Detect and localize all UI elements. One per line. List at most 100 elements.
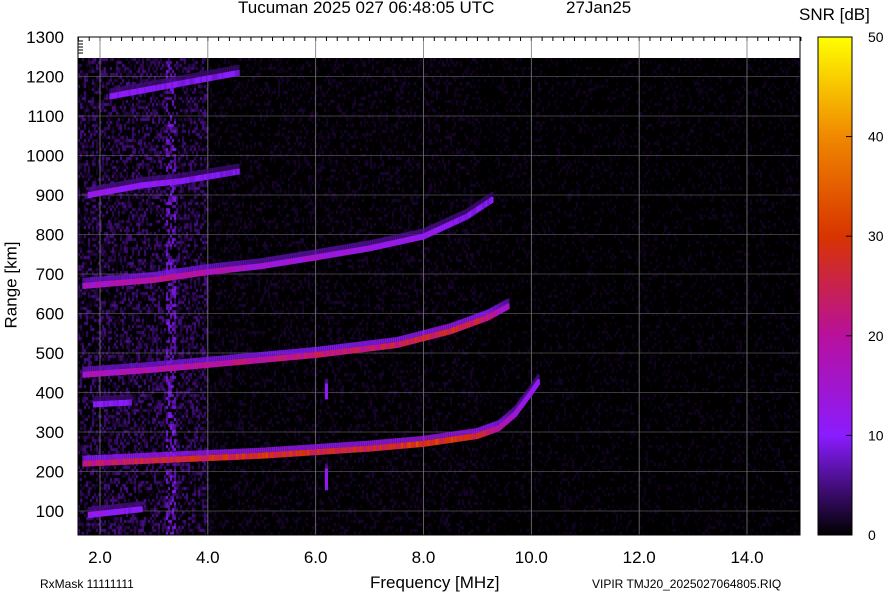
trace-point bbox=[222, 360, 226, 367]
trace-point bbox=[229, 71, 233, 78]
trace-point bbox=[209, 74, 213, 81]
trace-point bbox=[163, 179, 167, 186]
trace-halo bbox=[155, 79, 159, 85]
trace-halo bbox=[146, 362, 150, 368]
trace-point bbox=[184, 79, 188, 86]
trace-halo bbox=[183, 358, 187, 364]
trace-point bbox=[196, 270, 200, 277]
trace-point bbox=[300, 353, 304, 360]
trace-halo bbox=[473, 428, 477, 434]
trace-point bbox=[127, 279, 131, 286]
trace-point bbox=[103, 281, 107, 288]
trace-halo bbox=[233, 261, 237, 267]
trace-halo bbox=[129, 453, 133, 459]
trace-point bbox=[226, 454, 230, 461]
trace-halo bbox=[213, 69, 217, 75]
trace-point bbox=[447, 221, 451, 228]
trace-halo bbox=[106, 183, 110, 189]
trace-halo bbox=[140, 272, 144, 278]
trace-point bbox=[418, 336, 422, 343]
trace-point bbox=[282, 354, 286, 361]
trace-halo bbox=[218, 355, 222, 361]
trace-point bbox=[333, 251, 337, 258]
trace-point bbox=[84, 371, 88, 378]
trace-point bbox=[113, 92, 117, 99]
trace-halo bbox=[400, 437, 404, 443]
trace-halo bbox=[160, 452, 164, 458]
trace-point bbox=[291, 450, 295, 457]
trace-point bbox=[281, 259, 285, 266]
trace-point bbox=[111, 280, 115, 287]
trace-halo bbox=[190, 73, 194, 79]
trace-point bbox=[473, 433, 477, 440]
trace-point bbox=[343, 249, 347, 256]
trace-halo bbox=[337, 245, 341, 251]
trace-point bbox=[217, 267, 221, 274]
trace-halo bbox=[356, 441, 360, 447]
trace-point bbox=[203, 75, 207, 82]
trace-point bbox=[91, 191, 95, 198]
trace-point bbox=[215, 73, 219, 80]
trace-halo bbox=[216, 449, 220, 455]
trace-halo bbox=[459, 319, 463, 325]
trace-halo bbox=[212, 356, 216, 362]
trace-halo bbox=[143, 81, 147, 87]
trace-halo bbox=[454, 321, 458, 327]
x-tick-label: 14.0 bbox=[730, 548, 763, 567]
trace-halo bbox=[324, 443, 328, 449]
trace-point bbox=[227, 71, 231, 78]
trace-point bbox=[410, 236, 414, 243]
trace-halo bbox=[84, 277, 88, 283]
trace-halo bbox=[337, 344, 341, 350]
trace-point bbox=[284, 354, 288, 361]
trace-point bbox=[101, 400, 105, 407]
trace-halo bbox=[370, 440, 374, 446]
trace-halo bbox=[217, 166, 221, 172]
trace-point bbox=[330, 448, 334, 455]
trace-point bbox=[109, 459, 113, 466]
trace-point bbox=[443, 223, 447, 230]
trace-halo bbox=[365, 340, 369, 346]
trace-point bbox=[132, 458, 136, 465]
trace-point bbox=[476, 206, 480, 213]
trace-point bbox=[349, 347, 353, 354]
trace-point bbox=[135, 506, 139, 513]
trace-point bbox=[280, 355, 284, 362]
trace-point bbox=[145, 86, 149, 93]
trace-point bbox=[140, 277, 144, 284]
trace-halo bbox=[321, 443, 325, 449]
trace-point bbox=[171, 364, 175, 371]
trace-halo bbox=[219, 68, 223, 74]
trace-halo bbox=[254, 447, 258, 453]
trace-point bbox=[422, 335, 425, 342]
trace-halo bbox=[501, 301, 505, 307]
trace-point bbox=[318, 351, 322, 358]
trace-point bbox=[134, 458, 138, 465]
trace-halo bbox=[169, 360, 173, 366]
trace-halo bbox=[236, 448, 240, 454]
trace-halo bbox=[464, 429, 468, 435]
trace-halo bbox=[308, 347, 312, 353]
trace-halo bbox=[189, 266, 193, 272]
trace-halo bbox=[156, 271, 160, 277]
trace-halo bbox=[220, 449, 224, 455]
trace-point bbox=[348, 446, 352, 453]
trace-point bbox=[97, 370, 101, 377]
trace-point bbox=[396, 443, 400, 450]
trace-point bbox=[163, 275, 167, 282]
trace-halo bbox=[243, 353, 247, 359]
trace-point bbox=[110, 400, 114, 407]
trace-point bbox=[319, 253, 323, 260]
trace-halo bbox=[148, 272, 152, 278]
trace-point bbox=[139, 506, 143, 513]
trace-point bbox=[175, 364, 179, 371]
trace-halo bbox=[144, 362, 148, 368]
trace-halo bbox=[468, 206, 472, 212]
trace-halo bbox=[219, 262, 223, 268]
trace-halo bbox=[410, 333, 414, 339]
trace-halo bbox=[114, 182, 118, 188]
trace-point bbox=[234, 70, 238, 77]
trace-point bbox=[164, 456, 168, 463]
trace-halo bbox=[198, 265, 202, 271]
trace-point bbox=[157, 84, 161, 91]
